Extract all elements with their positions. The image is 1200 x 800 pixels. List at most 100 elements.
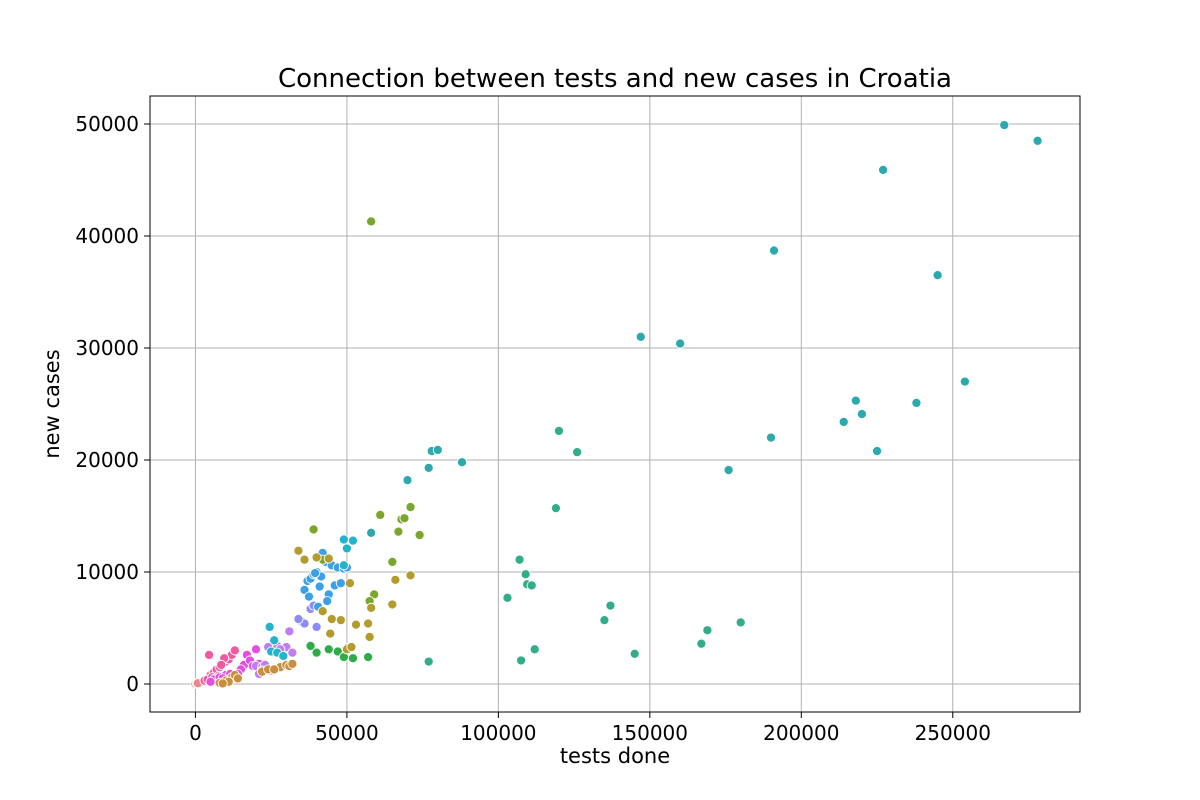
scatter-point [375, 509, 386, 520]
scatter-point [287, 647, 298, 658]
scatter-point [850, 395, 861, 406]
scatter-point [871, 445, 883, 457]
scatter-point [390, 574, 401, 585]
scatter-point [305, 640, 316, 651]
scatter-point [599, 615, 610, 626]
scatter-point [838, 416, 849, 427]
scatter-point [314, 581, 325, 592]
scatter-point [405, 570, 416, 581]
scatter-point [723, 465, 734, 476]
y-tick-label: 30000 [75, 336, 139, 360]
scatter-point [229, 645, 240, 656]
scatter-point [346, 641, 357, 653]
scatter-point [311, 621, 322, 632]
scatter-point [335, 615, 346, 626]
scatter-point [323, 644, 334, 655]
scatter-point [366, 527, 377, 538]
scatter-point [344, 578, 355, 589]
scatter-point [278, 650, 289, 662]
x-tick-label: 50000 [315, 721, 379, 745]
scatter-point [999, 120, 1010, 131]
scatter-point [393, 526, 404, 537]
y-tick-label: 20000 [75, 448, 139, 472]
scatter-point [311, 552, 322, 563]
scatter-point [1032, 135, 1043, 146]
scatter-point [322, 596, 333, 607]
scatter-point [553, 425, 565, 436]
scatter-point [366, 602, 377, 613]
scatter-point [250, 644, 262, 655]
scatter-point [347, 653, 359, 664]
scatter-point [338, 560, 349, 571]
scatter-point [363, 618, 374, 629]
scatter-point [768, 245, 780, 256]
scatter-point [308, 524, 319, 535]
scatter-point [284, 626, 295, 637]
scatter-point [932, 270, 943, 281]
scatter-point [502, 592, 513, 603]
plot-frame [149, 95, 1081, 713]
x-axis-label: tests done [560, 744, 670, 768]
scatter-point [264, 621, 275, 632]
scatter-point [387, 599, 398, 610]
x-tick-label: 100000 [460, 721, 536, 745]
scatter-point [878, 164, 889, 175]
scatter-point [325, 628, 336, 639]
scatter-point [232, 673, 243, 684]
scatter-point [423, 656, 434, 667]
scatter-point [287, 658, 298, 669]
scatter-point [516, 655, 527, 666]
scatter-point [293, 613, 304, 625]
y-tick-label: 50000 [75, 112, 139, 136]
scatter-point [350, 619, 362, 630]
scatter-point [341, 543, 352, 554]
scatter-point [520, 569, 531, 580]
scatter-point [605, 600, 616, 611]
scatter-point [432, 444, 443, 455]
scatter-point [335, 578, 346, 589]
scatter-point [323, 553, 334, 564]
scatter-point [405, 501, 416, 513]
scatter-point [317, 606, 328, 617]
scatter-point [629, 648, 640, 659]
scatter-point [399, 513, 410, 524]
scatter-point [303, 591, 315, 602]
scatter-point [205, 676, 216, 687]
scatter-point [363, 652, 374, 663]
scatter-point [326, 613, 337, 625]
scatter-point [529, 644, 540, 655]
scatter-point [364, 631, 375, 643]
scatter-point [514, 554, 525, 565]
x-tick-label: 150000 [612, 721, 688, 745]
scatter-point [311, 647, 322, 658]
scatter-point [217, 678, 228, 689]
scatter-point [310, 568, 321, 579]
y-tick-label: 10000 [75, 560, 139, 584]
y-axis-label: new cases [40, 349, 64, 458]
y-tick-label: 40000 [75, 224, 139, 248]
scatter-point [423, 462, 434, 473]
scatter-point [456, 457, 468, 468]
scatter-point [216, 659, 227, 671]
scatter-point [959, 376, 970, 387]
scatter-point [635, 331, 646, 342]
x-tick-label: 200000 [763, 721, 839, 745]
y-tick-label: 0 [126, 672, 139, 696]
scatter-point [550, 503, 561, 514]
scatter-point [856, 409, 867, 420]
x-tick-label: 250000 [915, 721, 991, 745]
scatter-point [269, 664, 280, 675]
data-points [190, 120, 1043, 690]
scatter-point [696, 638, 707, 649]
chart-title: Connection between tests and new cases i… [278, 64, 952, 94]
scatter-point [299, 554, 310, 565]
scatter-point [366, 216, 377, 227]
scatter-point [765, 432, 777, 443]
scatter-point [572, 447, 583, 458]
scatter-point [338, 534, 349, 545]
scatter-point [675, 338, 686, 349]
x-axis-ticks: 0 50000 100000 150000 200000 250000 [189, 712, 991, 745]
grid [150, 96, 1080, 712]
y-axis-ticks: 0 10000 20000 30000 40000 50000 [75, 112, 150, 696]
